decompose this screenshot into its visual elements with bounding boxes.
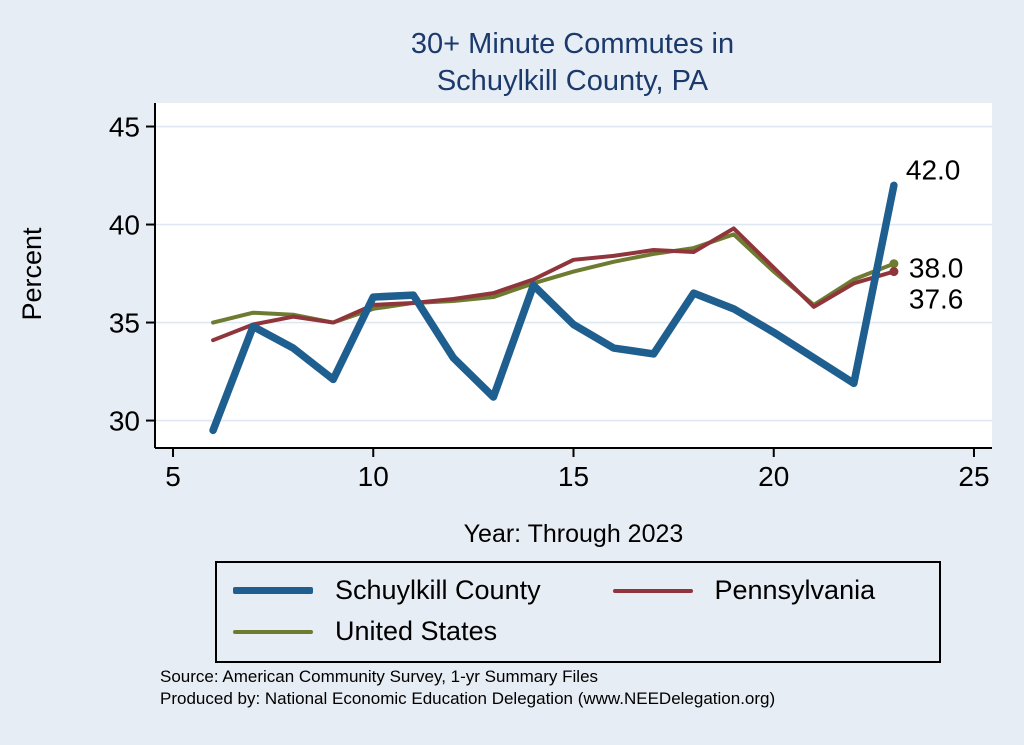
series-end-marker-pennsylvania	[889, 267, 899, 277]
x-tick-label: 20	[758, 461, 789, 492]
end-value-label: 37.6	[909, 284, 964, 315]
series-line-pennsylvania	[211, 226, 896, 343]
end-value-label: 42.0	[906, 154, 961, 185]
chart-title-line2: Schuylkill County, PA	[436, 65, 709, 98]
legend-item-united-states: United States	[233, 616, 613, 647]
source-note: Source: American Community Survey, 1-yr …	[160, 667, 599, 686]
legend-label: United States	[335, 616, 498, 646]
x-axis-label: Year: Through 2023	[463, 520, 684, 548]
series-end-marker-united-states	[889, 259, 899, 269]
chart-title-line1: 30+ Minute Commutes in	[410, 28, 735, 60]
y-tick-label: 45	[109, 112, 140, 143]
x-tick-label: 25	[958, 461, 989, 492]
x-tick-label: 5	[165, 461, 181, 492]
legend-item-schuylkill-county: Schuylkill County	[233, 575, 613, 606]
chart-title: 30+ Minute Commutes in Schuylkill County…	[150, 26, 995, 100]
x-tick-label: 10	[358, 461, 389, 492]
legend-swatch	[233, 629, 313, 634]
x-tick-label: 15	[558, 461, 589, 492]
legend-item-pennsylvania: Pennsylvania	[612, 575, 924, 606]
end-value-label: 38.0	[909, 253, 964, 284]
legend: Schuylkill County Pennsylvania United Stat…	[215, 561, 941, 663]
produced-by-note: Produced by: National Economic Education…	[160, 689, 776, 709]
legend-swatch	[612, 588, 693, 593]
y-tick-label: 35	[109, 308, 140, 339]
y-tick-label: 30	[109, 406, 140, 437]
legend-label: Pennsylvania	[714, 575, 876, 605]
series-line-schuylkill-county	[209, 181, 898, 435]
footer: Source: American Community Survey, 1-yr …	[160, 666, 775, 710]
legend-label: Schuylkill County	[335, 575, 541, 605]
legend-swatch	[233, 586, 313, 595]
plot-background	[155, 103, 992, 448]
y-tick-label: 40	[109, 210, 140, 241]
plot-area-svg: 30 35 40 45 5 10 15 20 25 42.0 38.037.6	[109, 103, 992, 492]
